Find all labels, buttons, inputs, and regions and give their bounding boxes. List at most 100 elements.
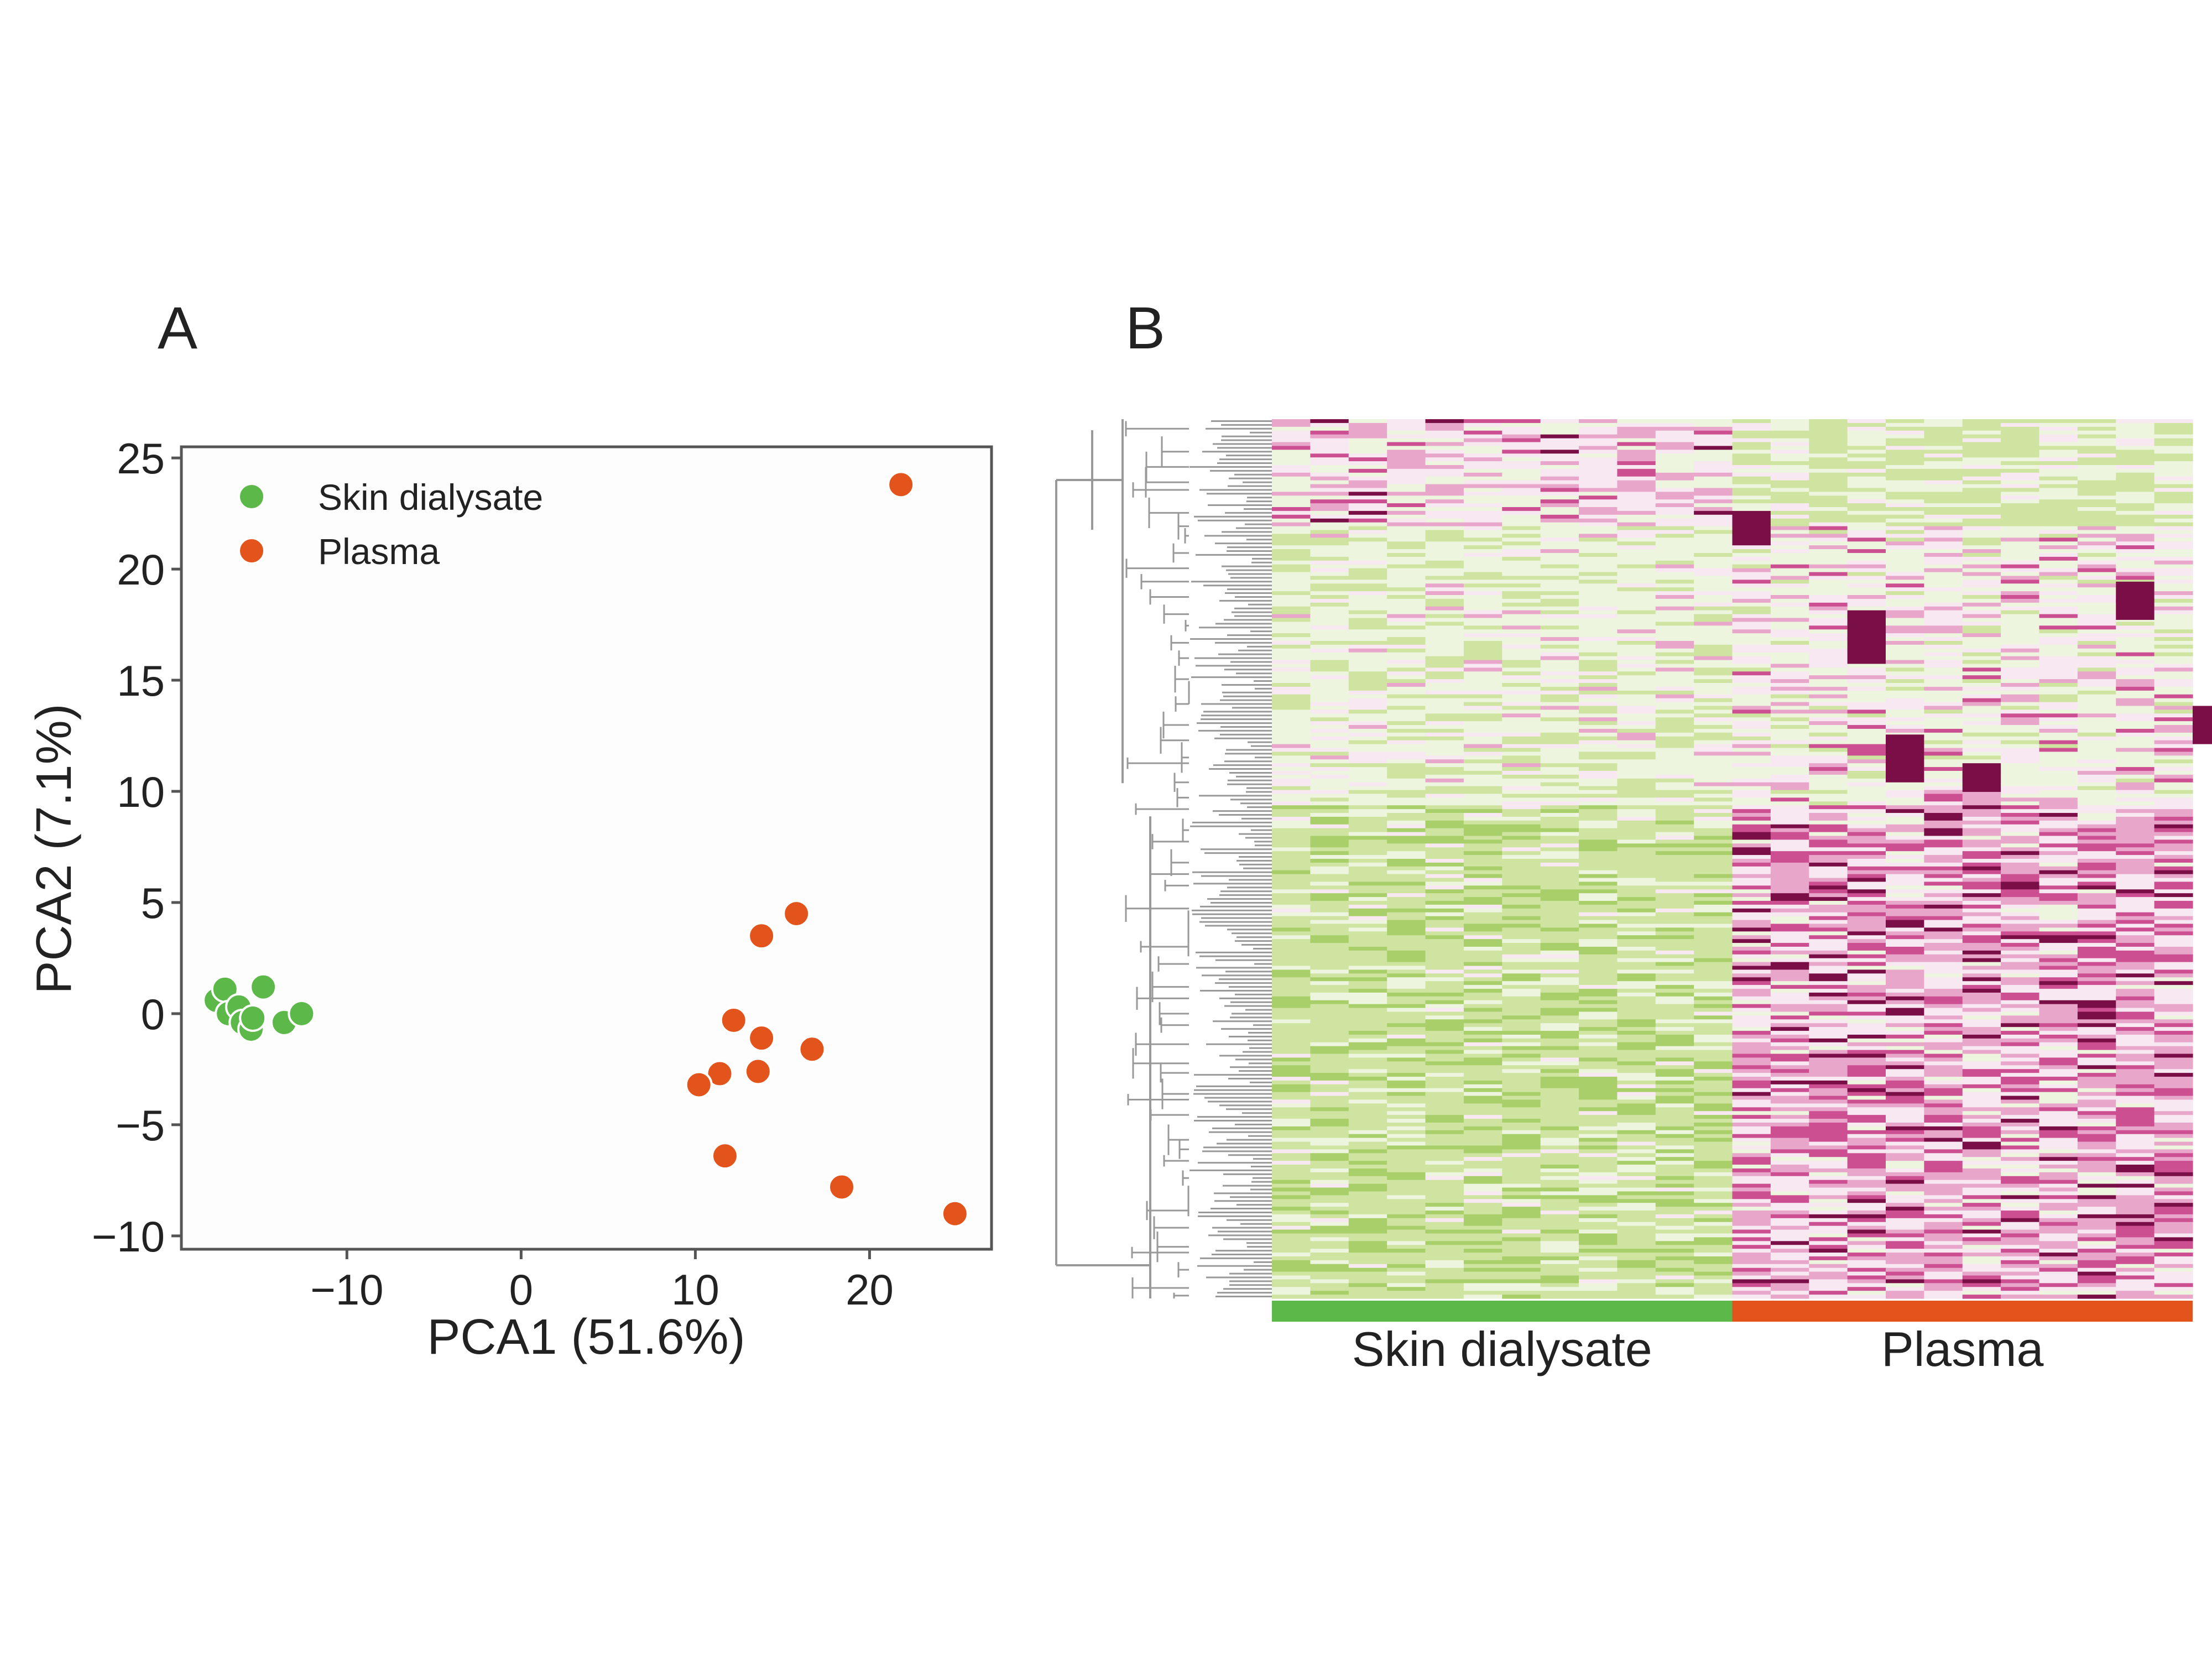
heatmap-cell [1770,763,1809,768]
heatmap-cell [2001,839,2040,844]
heatmap-cell [2077,839,2116,844]
heatmap-cell [1617,752,1656,756]
heatmap-cell [1847,426,1886,431]
heatmap-cell [1502,1123,1541,1127]
heatmap-cell [2001,1042,2040,1047]
heatmap-cell [1655,732,1694,737]
heatmap-cell [1655,468,1694,473]
heatmap-cell [1348,897,1387,901]
heatmap-cell [2001,461,2040,466]
heatmap-cell [2154,664,2193,668]
heatmap-cell [1962,862,2001,867]
heatmap-cell [1847,901,1886,905]
heatmap-cell [2077,736,2116,741]
heatmap-cell [1310,667,1349,672]
heatmap-cell [1655,472,1694,477]
heatmap-cell [1617,920,1656,925]
heatmap-cell [1847,713,1886,718]
heatmap-cell [1770,648,1809,653]
heatmap-cell [1886,580,1924,584]
heatmap-cell [1502,656,1541,661]
heatmap-cell [2001,870,2040,875]
heatmap-cell [1924,1038,1963,1043]
heatmap-cell [2154,763,2193,768]
heatmap-cell [1809,866,1848,871]
heatmap-cell [1655,667,1694,672]
heatmap-cell [1540,622,1579,626]
heatmap-cell [1579,866,1618,871]
heatmap-cell [1732,442,1771,446]
heatmap-cell [1694,1119,1733,1123]
heatmap-cell [1924,709,1963,714]
heatmap-cell [1770,1099,1809,1104]
heatmap-cell [1579,816,1618,821]
heatmap-cell [1425,698,1464,703]
heatmap-cell [1847,801,1886,806]
heatmap-cell [1770,966,1809,971]
heatmap-cell [1540,664,1579,668]
heatmap-cell [2154,1095,2193,1100]
heatmap-cell [1886,1103,1924,1108]
heatmap-cell [1809,728,1848,733]
heatmap-cell [1387,457,1426,462]
heatmap-cell [1962,686,2001,691]
heatmap-cell [1463,728,1503,733]
heatmap-cell [1886,713,1924,718]
heatmap-cell [1617,996,1656,1001]
heatmap-cell [2039,763,2078,768]
heatmap-cell [1463,510,1503,515]
heatmap-cell [1579,1050,1618,1055]
heatmap-cell [2154,587,2193,592]
heatmap-cell [1310,1035,1349,1039]
heatmap-cell [1962,1141,2001,1146]
heatmap-cell [1732,698,1771,703]
heatmap-cell [1348,992,1387,997]
heatmap-cell [1387,679,1426,684]
heatmap-cell [1463,881,1503,886]
heatmap-cell [1272,924,1311,928]
heatmap-cell [1310,640,1349,645]
heatmap-cell [1962,1015,2001,1020]
heatmap-cell [1502,878,1541,883]
heatmap-cell [1348,679,1387,684]
heatmap-cell [1463,1092,1503,1097]
heatmap-cell [1694,675,1733,680]
heatmap-cell [1655,583,1694,588]
heatmap-cell [1694,1015,1733,1020]
heatmap-cell [2116,1077,2155,1081]
heatmap-cell [1540,805,1579,810]
heatmap-cell [1502,534,1541,538]
heatmap-cell [1886,1092,1924,1097]
heatmap-cell [2001,763,2040,768]
heatmap-cell [2001,683,2040,687]
heatmap-cell [2154,874,2193,879]
heatmap-cell [1694,457,1733,462]
heatmap-cell [1502,736,1541,741]
heatmap-cell [1770,530,1809,534]
heatmap-cell [1310,1065,1349,1070]
heatmap-cell [1579,778,1618,783]
heatmap-cell [1425,920,1464,925]
heatmap-cell [1694,920,1733,925]
heatmap-cell [1809,549,1848,554]
heatmap-cell [1847,736,1886,741]
heatmap-cell [2039,503,2078,508]
heatmap-cell [1387,916,1426,921]
heatmap-cell [1924,1126,1963,1131]
heatmap-cell [2039,832,2078,837]
heatmap-cell [1540,774,1579,779]
heatmap-cell [1617,465,1656,469]
heatmap-cell [1847,950,1886,955]
heatmap-cell [1847,1141,1886,1146]
heatmap-cell [2077,534,2116,538]
heatmap-cell [1809,556,1848,561]
heatmap-cell [2039,809,2078,813]
heatmap-cell [2039,966,2078,971]
heatmap-cell [1272,1065,1311,1070]
heatmap-cell [1655,973,1694,978]
heatmap-cell [1847,797,1886,802]
heatmap-cell [1962,721,2001,726]
heatmap-cell [1579,706,1618,710]
heatmap-cell [1310,759,1349,764]
heatmap-cell [1387,1080,1426,1085]
